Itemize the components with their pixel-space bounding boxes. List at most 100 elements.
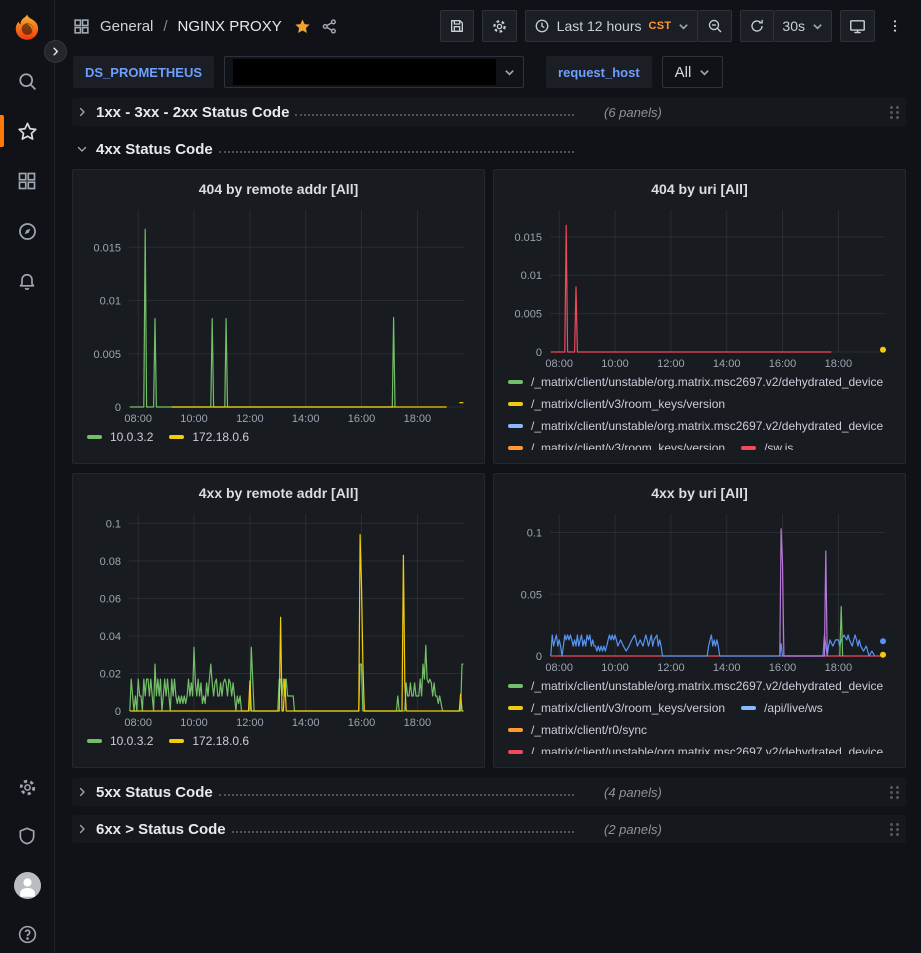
legend-label: /_matrix/client/unstable/org.matrix.msc2… bbox=[531, 745, 884, 754]
row-header-6xx[interactable]: 6xx > Status Code (2 panels) bbox=[72, 815, 906, 843]
search-icon bbox=[18, 72, 36, 90]
legend-label: /_matrix/client/v3/room_keys/version bbox=[531, 441, 726, 450]
legend-label: /sw.js bbox=[764, 441, 794, 450]
zoom-out-time-button[interactable] bbox=[698, 10, 733, 42]
sidebar-item-help[interactable] bbox=[0, 921, 55, 947]
time-series-plot[interactable]: 0 0.005 0.01 0.015 08:00 10:00 12:00 14:00 16:00… bbox=[83, 202, 474, 427]
star-filled-icon[interactable] bbox=[294, 18, 311, 35]
row-panel-count: (2 panels) bbox=[604, 821, 662, 837]
row-header-4xx[interactable]: 4xx Status Code bbox=[72, 135, 906, 163]
panel-4xx-by-remote-addr: 4xx by remote addr [All] 0 0.02 0.04 0.06 0.… bbox=[72, 473, 485, 768]
time-series-plot[interactable]: 0 0.005 0.01 0.015 08:00 10:00 12:00 14:00 16:00… bbox=[504, 202, 895, 372]
row-header-1xx-3xx-2xx[interactable]: 1xx - 3xx - 2xx Status Code (6 panels) bbox=[72, 98, 906, 126]
sidebar-item-configuration[interactable] bbox=[0, 774, 55, 800]
legend-item[interactable]: /_matrix/client/unstable/org.matrix.msc2… bbox=[508, 744, 883, 754]
time-range-label: Last 12 hours bbox=[556, 18, 642, 34]
variables-row: DS_PROMETHEUS request_host All bbox=[55, 52, 921, 92]
legend-item[interactable]: 10.0.3.2 bbox=[87, 429, 153, 445]
legend-item[interactable]: /_matrix/client/unstable/org.matrix.msc2… bbox=[508, 678, 883, 694]
kebab-icon bbox=[893, 20, 897, 32]
datasource-value-redacted bbox=[233, 59, 497, 85]
svg-text:18:00: 18:00 bbox=[404, 413, 432, 425]
time-range-picker[interactable]: Last 12 hours CST bbox=[524, 10, 699, 42]
panel-title[interactable]: 4xx by remote addr [All] bbox=[198, 485, 359, 501]
chevron-down-icon bbox=[76, 143, 88, 155]
row-title: 1xx - 3xx - 2xx Status Code bbox=[96, 103, 290, 121]
row-panel-count: (4 panels) bbox=[604, 784, 662, 800]
sidebar-item-search[interactable] bbox=[0, 68, 55, 94]
share-icon[interactable] bbox=[321, 18, 338, 35]
svg-text:0.08: 0.08 bbox=[100, 556, 121, 568]
legend-item[interactable]: /_matrix/client/v3/room_keys/version bbox=[508, 396, 725, 412]
svg-text:08:00: 08:00 bbox=[545, 358, 573, 370]
legend-label: /_matrix/client/v3/room_keys/version bbox=[531, 701, 726, 715]
svg-text:0.015: 0.015 bbox=[93, 242, 121, 254]
panel-legend: /_matrix/client/unstable/org.matrix.msc2… bbox=[504, 374, 895, 450]
variable-label-request-host[interactable]: request_host bbox=[546, 56, 652, 88]
svg-text:16:00: 16:00 bbox=[348, 413, 376, 425]
kebab-menu-button[interactable] bbox=[883, 10, 907, 42]
legend-item[interactable]: /_matrix/client/unstable/org.matrix.msc2… bbox=[508, 374, 883, 390]
sidebar-item-alerting[interactable] bbox=[0, 268, 55, 294]
time-series-plot[interactable]: 0 0.02 0.04 0.06 0.08 0.1 08:00 10:00 12:00 14:00… bbox=[83, 506, 474, 731]
svg-text:12:00: 12:00 bbox=[657, 662, 685, 674]
legend-label: /_matrix/client/unstable/org.matrix.msc2… bbox=[531, 679, 884, 693]
refresh-interval-picker[interactable]: 30s bbox=[774, 10, 832, 42]
sidebar-item-starred[interactable] bbox=[0, 115, 55, 147]
svg-text:08:00: 08:00 bbox=[124, 717, 152, 729]
legend-label: 10.0.3.2 bbox=[110, 430, 154, 444]
panel-title[interactable]: 404 by remote addr [All] bbox=[198, 181, 359, 197]
sidebar-item-server-admin[interactable] bbox=[0, 823, 55, 849]
apps-grid-icon bbox=[73, 18, 90, 35]
time-series-plot[interactable]: 0 0.05 0.1 08:00 10:00 12:00 14:00 16:00 18:00 bbox=[504, 506, 895, 676]
refresh-button[interactable] bbox=[740, 10, 775, 42]
save-dashboard-button[interactable] bbox=[439, 10, 474, 42]
row-drag-handle[interactable] bbox=[888, 784, 902, 801]
sidebar-item-explore[interactable] bbox=[0, 218, 55, 244]
request-host-select[interactable]: All bbox=[661, 56, 724, 88]
request-host-value: All bbox=[674, 63, 692, 81]
row-header-5xx[interactable]: 5xx Status Code (4 panels) bbox=[72, 778, 906, 806]
svg-text:16:00: 16:00 bbox=[769, 358, 797, 370]
svg-text:10:00: 10:00 bbox=[180, 717, 208, 729]
legend-swatch bbox=[87, 435, 102, 439]
grafana-logo[interactable] bbox=[12, 12, 42, 42]
variable-label-ds-prometheus[interactable]: DS_PROMETHEUS bbox=[73, 56, 215, 88]
person-icon bbox=[19, 877, 35, 897]
panel-legend: 10.0.3.2 172.18.0.6 bbox=[83, 733, 474, 753]
star-outline-icon bbox=[17, 122, 37, 140]
legend-item[interactable]: /api/live/ws bbox=[741, 700, 823, 716]
breadcrumb: General / NGINX PROXY bbox=[73, 18, 338, 35]
dashboard-settings-button[interactable] bbox=[481, 10, 517, 42]
svg-text:0.005: 0.005 bbox=[514, 309, 542, 321]
refresh-icon bbox=[751, 19, 764, 32]
gear-icon bbox=[492, 19, 506, 33]
panel-title[interactable]: 4xx by uri [All] bbox=[651, 485, 748, 501]
legend-label: 172.18.0.6 bbox=[192, 734, 250, 748]
row-dotted-leader bbox=[218, 794, 574, 796]
chevron-down-icon bbox=[812, 21, 823, 32]
row-panel-count: (6 panels) bbox=[604, 104, 662, 120]
legend-item[interactable]: /_matrix/client/v3/room_keys/version bbox=[508, 440, 725, 450]
sidebar-item-user[interactable] bbox=[0, 871, 55, 899]
breadcrumb-dashboard-title[interactable]: NGINX PROXY bbox=[177, 17, 282, 35]
row-drag-handle[interactable] bbox=[888, 821, 902, 838]
breadcrumb-section[interactable]: General bbox=[100, 17, 154, 35]
sidebar-item-dashboards[interactable] bbox=[0, 168, 55, 194]
legend-item[interactable]: /_matrix/client/r0/sync bbox=[508, 722, 647, 738]
svg-text:0.015: 0.015 bbox=[514, 232, 542, 244]
legend-item[interactable]: 172.18.0.6 bbox=[169, 733, 249, 749]
panel-title[interactable]: 404 by uri [All] bbox=[651, 181, 748, 197]
row-drag-handle[interactable] bbox=[888, 104, 902, 121]
datasource-select[interactable] bbox=[224, 56, 525, 88]
svg-text:10:00: 10:00 bbox=[601, 358, 629, 370]
legend-item[interactable]: 10.0.3.2 bbox=[87, 733, 153, 749]
legend-item[interactable]: /_matrix/client/unstable/org.matrix.msc2… bbox=[508, 418, 883, 434]
legend-label: /_matrix/client/unstable/org.matrix.msc2… bbox=[531, 419, 884, 433]
svg-text:10:00: 10:00 bbox=[601, 662, 629, 674]
legend-item[interactable]: 172.18.0.6 bbox=[169, 429, 249, 445]
legend-item[interactable]: /_matrix/client/v3/room_keys/version bbox=[508, 700, 725, 716]
legend-item[interactable]: /sw.js bbox=[741, 440, 793, 450]
tv-mode-button[interactable] bbox=[840, 10, 875, 42]
sidebar-expand-button[interactable] bbox=[44, 40, 67, 63]
